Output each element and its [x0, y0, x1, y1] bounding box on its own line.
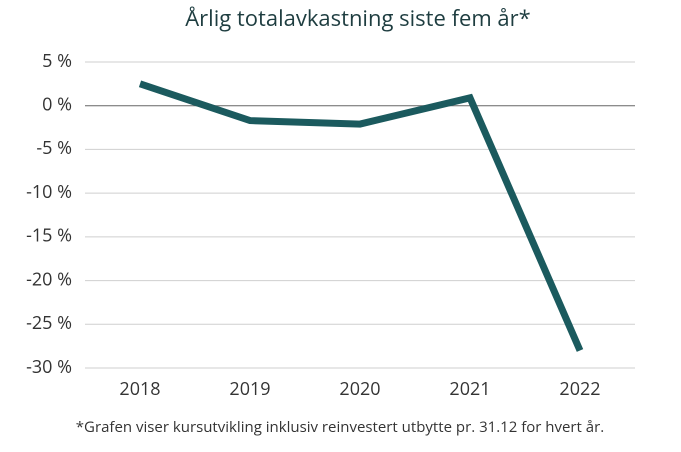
x-tick-label: 2022 [559, 377, 600, 401]
y-tick-label: -5 % [36, 136, 72, 160]
data-line [138, 80, 584, 352]
y-tick-label: 0 % [42, 93, 72, 117]
y-tick-label: -15 % [26, 224, 72, 248]
y-tick-label: -30 % [26, 355, 72, 379]
y-tick-label: -20 % [26, 267, 72, 291]
x-tick-label: 2021 [449, 377, 490, 401]
x-tick-label: 2019 [229, 377, 270, 401]
y-tick-label: -25 % [26, 311, 72, 335]
y-tick-label: 5 % [42, 49, 72, 73]
footnote: *Grafen viser kursutvikling inklusiv rei… [76, 417, 604, 437]
y-tick-label: -10 % [26, 180, 72, 204]
x-tick-label: 2020 [339, 377, 380, 401]
chart-title: Årlig totalavkastning siste fem år* [185, 3, 531, 33]
x-tick-label: 2018 [119, 377, 160, 401]
